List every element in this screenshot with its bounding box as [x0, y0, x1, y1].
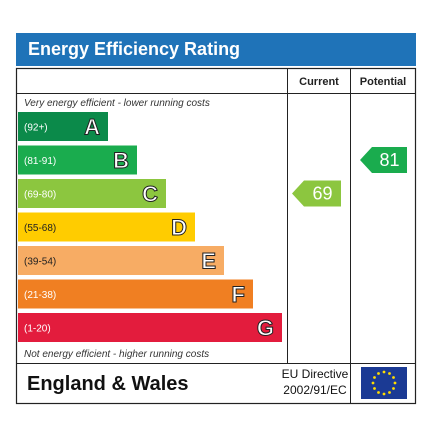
eu-star	[388, 372, 391, 375]
band-g: (1-20) G	[18, 313, 282, 342]
eu-star	[377, 391, 380, 394]
rating-arrows: 69 81	[292, 147, 407, 207]
band-bar-d	[18, 212, 195, 242]
band-range-g: (1-20)	[24, 324, 51, 335]
eu-directive-line1: EU Directive	[282, 367, 349, 381]
bottom-note: Not energy efficient - higher running co…	[24, 349, 209, 360]
eu-star	[388, 391, 391, 394]
potential-rating-arrow-shape	[360, 147, 407, 173]
eu-star	[392, 376, 395, 379]
band-letter-b: B	[113, 148, 129, 173]
band-range-c: (69-80)	[24, 190, 56, 201]
band-f: (21-38) F	[18, 279, 253, 309]
eu-star	[382, 370, 386, 374]
band-bar-c	[18, 179, 166, 208]
current-header: Current	[299, 76, 339, 88]
current-rating-arrow-value: 69	[312, 184, 332, 204]
band-letter-c: C	[142, 182, 158, 207]
band-range-e: (39-54)	[24, 257, 56, 268]
top-note: Very energy efficient - lower running co…	[24, 98, 210, 109]
eu-directive-line2: 2002/91/EC	[283, 383, 347, 397]
band-letter-g: G	[257, 316, 274, 341]
band-bar-f	[18, 279, 253, 309]
band-bar-g	[18, 313, 282, 342]
potential-header: Potential	[360, 76, 406, 88]
eu-star	[373, 387, 376, 390]
eu-flag-icon	[361, 367, 407, 399]
band-range-d: (55-68)	[24, 223, 56, 234]
region-label: England & Wales	[27, 373, 189, 395]
band-b: (81-91) B	[18, 145, 137, 175]
eu-star	[393, 381, 397, 385]
band-bar-a	[18, 112, 108, 141]
current-rating-arrow: 69	[292, 180, 341, 207]
band-range-a: (92+)	[24, 123, 48, 134]
potential-rating-arrow: 81	[360, 147, 407, 173]
eu-star	[392, 387, 395, 390]
band-bar-e	[18, 246, 224, 275]
current-rating-arrow-shape	[292, 180, 341, 207]
band-range-f: (21-38)	[24, 290, 56, 301]
chart-title: Energy Efficiency Rating	[16, 33, 416, 66]
eu-star	[382, 392, 386, 396]
eu-star	[377, 372, 380, 375]
eu-star	[373, 376, 376, 379]
chart-frame	[15, 67, 417, 405]
band-letter-d: D	[171, 215, 187, 240]
rating-bands: (92+) A (81-91) B (69-80) C (55-68) D (39-54) E (2…	[18, 112, 282, 342]
eu-star	[371, 381, 375, 385]
potential-rating-arrow-value: 81	[379, 150, 399, 170]
band-c: (69-80) C	[18, 179, 166, 208]
band-e: (39-54) E	[18, 246, 224, 275]
band-range-b: (81-91)	[24, 156, 56, 167]
band-letter-a: A	[84, 115, 100, 140]
band-letter-f: F	[232, 282, 245, 307]
band-a: (92+) A	[18, 112, 108, 141]
band-letter-e: E	[201, 249, 216, 274]
band-d: (55-68) D	[18, 212, 195, 242]
band-bar-b	[18, 145, 137, 175]
